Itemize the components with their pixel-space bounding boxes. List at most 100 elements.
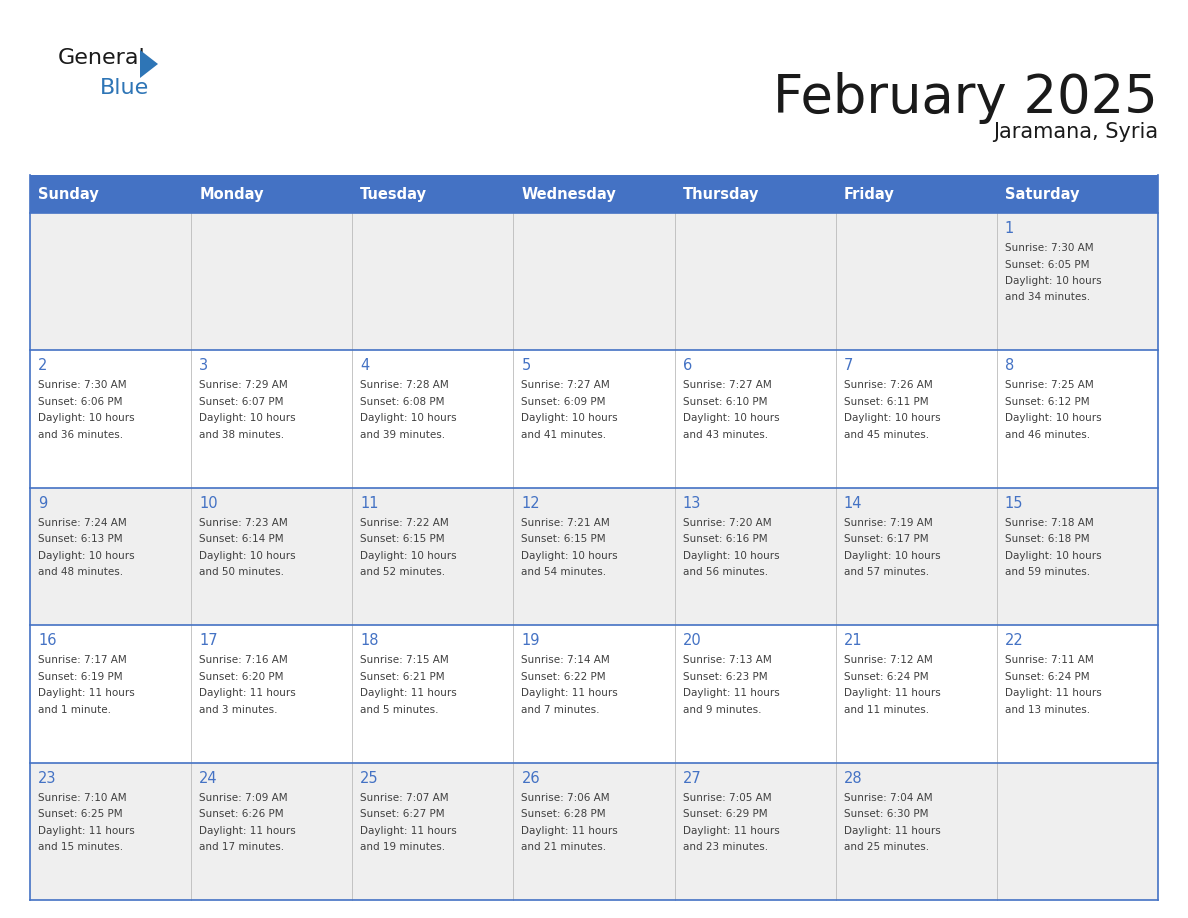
Bar [191,763,353,900]
Text: and 25 minutes.: and 25 minutes. [843,842,929,852]
Text: Daylight: 11 hours: Daylight: 11 hours [522,825,618,835]
Text: Sunset: 6:09 PM: Sunset: 6:09 PM [522,397,606,407]
Text: Sunset: 6:14 PM: Sunset: 6:14 PM [200,534,284,544]
Bar [513,625,675,763]
Text: Sunrise: 7:22 AM: Sunrise: 7:22 AM [360,518,449,528]
Bar [513,213,675,351]
Text: Daylight: 10 hours: Daylight: 10 hours [843,551,941,561]
Text: 23: 23 [38,770,57,786]
Bar [30,175,191,213]
Text: Daylight: 10 hours: Daylight: 10 hours [38,413,134,423]
Text: and 39 minutes.: and 39 minutes. [360,430,446,440]
Bar [835,763,997,900]
Text: Sunset: 6:16 PM: Sunset: 6:16 PM [683,534,767,544]
Bar [191,487,353,625]
Text: Daylight: 10 hours: Daylight: 10 hours [843,413,941,423]
Text: Sunrise: 7:05 AM: Sunrise: 7:05 AM [683,792,771,802]
Text: Daylight: 10 hours: Daylight: 10 hours [683,413,779,423]
Text: Sunset: 6:22 PM: Sunset: 6:22 PM [522,672,606,682]
Text: Sunset: 6:15 PM: Sunset: 6:15 PM [360,534,446,544]
Text: and 46 minutes.: and 46 minutes. [1005,430,1089,440]
Text: Sunrise: 7:27 AM: Sunrise: 7:27 AM [522,380,611,390]
Text: Daylight: 11 hours: Daylight: 11 hours [843,825,941,835]
Text: and 13 minutes.: and 13 minutes. [1005,705,1089,715]
Text: Sunrise: 7:23 AM: Sunrise: 7:23 AM [200,518,287,528]
Text: and 45 minutes.: and 45 minutes. [843,430,929,440]
Bar [191,351,353,487]
Text: and 34 minutes.: and 34 minutes. [1005,293,1089,303]
Text: 5: 5 [522,358,531,374]
Bar [675,763,835,900]
Text: Daylight: 11 hours: Daylight: 11 hours [200,688,296,699]
Bar [835,175,997,213]
Text: Daylight: 11 hours: Daylight: 11 hours [1005,688,1101,699]
Text: Sunrise: 7:10 AM: Sunrise: 7:10 AM [38,792,127,802]
Text: Sunrise: 7:20 AM: Sunrise: 7:20 AM [683,518,771,528]
Text: Sunset: 6:28 PM: Sunset: 6:28 PM [522,809,606,819]
Text: Sunrise: 7:26 AM: Sunrise: 7:26 AM [843,380,933,390]
Text: Sunrise: 7:11 AM: Sunrise: 7:11 AM [1005,655,1094,666]
Bar [353,625,513,763]
Text: Sunset: 6:21 PM: Sunset: 6:21 PM [360,672,446,682]
Text: Sunrise: 7:16 AM: Sunrise: 7:16 AM [200,655,287,666]
Text: 3: 3 [200,358,208,374]
Text: 22: 22 [1005,633,1024,648]
Text: Sunset: 6:10 PM: Sunset: 6:10 PM [683,397,767,407]
Text: 7: 7 [843,358,853,374]
Text: Wednesday: Wednesday [522,186,617,201]
Text: and 36 minutes.: and 36 minutes. [38,430,124,440]
Text: Sunrise: 7:19 AM: Sunrise: 7:19 AM [843,518,933,528]
Bar [997,175,1158,213]
Bar [30,351,191,487]
Bar [997,625,1158,763]
Text: 8: 8 [1005,358,1015,374]
Text: and 5 minutes.: and 5 minutes. [360,705,438,715]
Text: 27: 27 [683,770,701,786]
Bar [353,351,513,487]
Text: Jaramana, Syria: Jaramana, Syria [993,122,1158,142]
Bar [30,763,191,900]
Text: Daylight: 10 hours: Daylight: 10 hours [522,551,618,561]
Text: 14: 14 [843,496,862,510]
Bar [675,487,835,625]
Text: 6: 6 [683,358,691,374]
Text: 11: 11 [360,496,379,510]
Text: and 15 minutes.: and 15 minutes. [38,842,124,852]
Text: and 57 minutes.: and 57 minutes. [843,567,929,577]
Text: Sunset: 6:30 PM: Sunset: 6:30 PM [843,809,928,819]
Bar [191,213,353,351]
Text: Sunset: 6:29 PM: Sunset: 6:29 PM [683,809,767,819]
Bar [513,175,675,213]
Text: Sunrise: 7:28 AM: Sunrise: 7:28 AM [360,380,449,390]
Text: 28: 28 [843,770,862,786]
Text: Sunset: 6:24 PM: Sunset: 6:24 PM [1005,672,1089,682]
Bar [997,351,1158,487]
Bar [513,487,675,625]
Text: and 41 minutes.: and 41 minutes. [522,430,607,440]
Text: Thursday: Thursday [683,186,759,201]
Text: Sunset: 6:25 PM: Sunset: 6:25 PM [38,809,122,819]
Text: Sunrise: 7:27 AM: Sunrise: 7:27 AM [683,380,771,390]
Text: 16: 16 [38,633,57,648]
Text: 4: 4 [360,358,369,374]
Text: Sunday: Sunday [38,186,99,201]
Text: Sunset: 6:20 PM: Sunset: 6:20 PM [200,672,284,682]
Bar [675,175,835,213]
Bar [835,351,997,487]
Text: and 11 minutes.: and 11 minutes. [843,705,929,715]
Text: 25: 25 [360,770,379,786]
Text: and 43 minutes.: and 43 minutes. [683,430,767,440]
Text: 21: 21 [843,633,862,648]
Bar [353,763,513,900]
Text: Daylight: 11 hours: Daylight: 11 hours [38,825,134,835]
Text: Sunrise: 7:17 AM: Sunrise: 7:17 AM [38,655,127,666]
Text: 17: 17 [200,633,217,648]
Text: Sunrise: 7:25 AM: Sunrise: 7:25 AM [1005,380,1094,390]
Text: and 3 minutes.: and 3 minutes. [200,705,278,715]
Text: Daylight: 10 hours: Daylight: 10 hours [1005,276,1101,286]
Text: Sunrise: 7:14 AM: Sunrise: 7:14 AM [522,655,611,666]
Bar [30,625,191,763]
Text: 10: 10 [200,496,217,510]
Bar [191,625,353,763]
Text: Sunrise: 7:18 AM: Sunrise: 7:18 AM [1005,518,1094,528]
